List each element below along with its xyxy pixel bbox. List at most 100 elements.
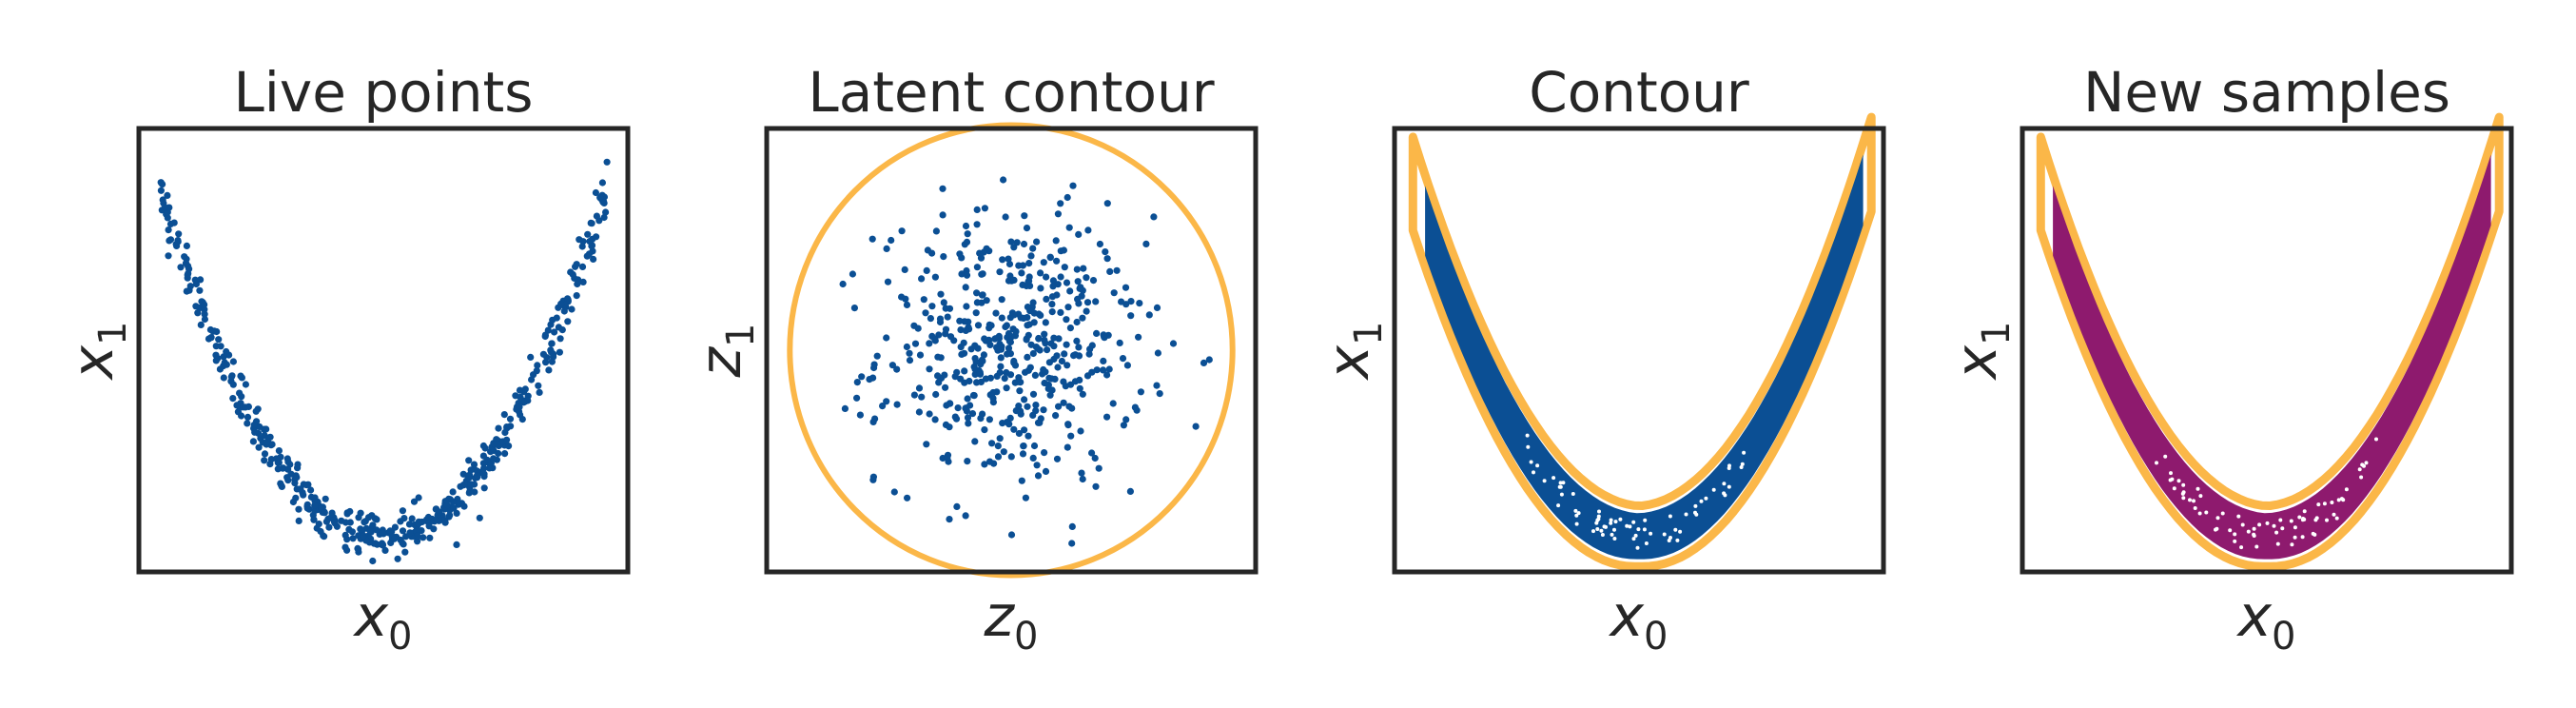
gap-speckle xyxy=(2302,509,2307,514)
data-point xyxy=(980,351,987,359)
data-point xyxy=(1119,355,1127,363)
data-point xyxy=(1048,308,1056,316)
data-point xyxy=(307,486,315,494)
data-point xyxy=(1153,304,1161,311)
data-point xyxy=(557,300,565,307)
data-point xyxy=(194,309,202,317)
data-point xyxy=(1083,372,1092,380)
data-point xyxy=(963,407,971,415)
data-point xyxy=(957,375,965,383)
data-point xyxy=(192,280,200,288)
data-point xyxy=(1103,200,1111,207)
data-point xyxy=(1123,362,1131,369)
gap-speckle xyxy=(1612,527,1616,532)
data-point xyxy=(1049,277,1057,285)
data-point xyxy=(157,187,165,194)
gap-speckle xyxy=(1723,493,1727,498)
data-point xyxy=(399,539,406,547)
data-point xyxy=(1045,359,1053,366)
data-point xyxy=(1025,331,1032,339)
gap-speckle xyxy=(1722,482,1727,486)
data-point xyxy=(1100,357,1107,364)
data-point xyxy=(564,318,572,325)
gap-speckle xyxy=(1595,518,1600,522)
data-point xyxy=(441,517,449,524)
contour-outline xyxy=(2036,112,2504,571)
data-point xyxy=(1113,266,1121,274)
data-point xyxy=(279,464,286,472)
data-point xyxy=(1035,335,1043,343)
data-point xyxy=(1025,432,1032,440)
data-point xyxy=(197,276,205,284)
data-point xyxy=(953,502,961,511)
data-point xyxy=(1029,454,1037,462)
gap-speckle xyxy=(1535,463,1540,468)
gap-speckle xyxy=(2278,518,2283,522)
data-point xyxy=(315,521,322,528)
data-point xyxy=(997,363,1005,370)
gap-speckle xyxy=(2302,517,2307,521)
gap-speckle xyxy=(2374,437,2378,442)
data-point xyxy=(1079,286,1086,294)
data-point xyxy=(940,253,947,261)
data-point xyxy=(278,482,285,490)
data-point xyxy=(426,534,434,541)
data-point xyxy=(1010,311,1018,319)
data-point xyxy=(1050,343,1058,350)
gap-speckle xyxy=(2280,526,2285,531)
data-point xyxy=(964,414,972,422)
data-point xyxy=(229,395,237,403)
data-point xyxy=(394,555,401,562)
data-point xyxy=(1044,346,1051,354)
data-point xyxy=(890,488,898,496)
data-point xyxy=(480,470,488,478)
data-point xyxy=(295,505,302,513)
gap-speckle xyxy=(2332,512,2336,517)
data-point xyxy=(1036,419,1044,426)
gap-speckle xyxy=(1602,524,1607,529)
gap-speckle xyxy=(1532,470,1535,475)
gap-speckle xyxy=(2192,499,2195,503)
gap-speckle xyxy=(2275,541,2280,546)
panel-title: Live points xyxy=(233,60,533,125)
data-point xyxy=(1064,421,1072,428)
data-point xyxy=(453,541,460,549)
data-point xyxy=(322,495,329,502)
data-point xyxy=(197,321,205,328)
gap-speckle xyxy=(2215,516,2220,521)
panel-title: New samples xyxy=(2083,60,2450,125)
data-point xyxy=(1064,443,1071,451)
data-point xyxy=(993,372,1001,380)
data-point xyxy=(1068,522,1076,531)
gap-speckle xyxy=(1684,512,1688,517)
gap-speckle xyxy=(2181,496,2186,501)
data-point xyxy=(165,252,172,260)
data-point xyxy=(972,309,980,317)
data-point xyxy=(263,425,270,433)
axes-frame xyxy=(2020,126,2514,575)
data-point xyxy=(261,450,269,458)
gap-speckle xyxy=(1739,465,1744,469)
gap-speckle xyxy=(1693,510,1697,515)
data-point xyxy=(954,404,962,412)
data-point xyxy=(946,305,954,312)
gap-speckle xyxy=(2257,522,2262,527)
gap-speckle xyxy=(1642,527,1647,532)
gap-speckle xyxy=(2215,526,2219,531)
data-point xyxy=(1085,350,1093,358)
data-point xyxy=(425,522,433,530)
data-point xyxy=(595,217,603,225)
data-point xyxy=(884,278,892,285)
gap-speckle xyxy=(2293,535,2297,540)
gap-speckle xyxy=(1673,527,1678,532)
data-point xyxy=(244,413,252,421)
data-point xyxy=(1068,540,1076,547)
gap-speckle xyxy=(2233,532,2237,537)
data-point xyxy=(970,392,978,400)
data-point xyxy=(556,348,564,356)
gap-speckle xyxy=(1551,476,1556,481)
gap-speckle xyxy=(2336,498,2341,502)
data-point xyxy=(989,394,997,403)
data-point xyxy=(883,245,890,252)
plot-area xyxy=(157,158,611,565)
